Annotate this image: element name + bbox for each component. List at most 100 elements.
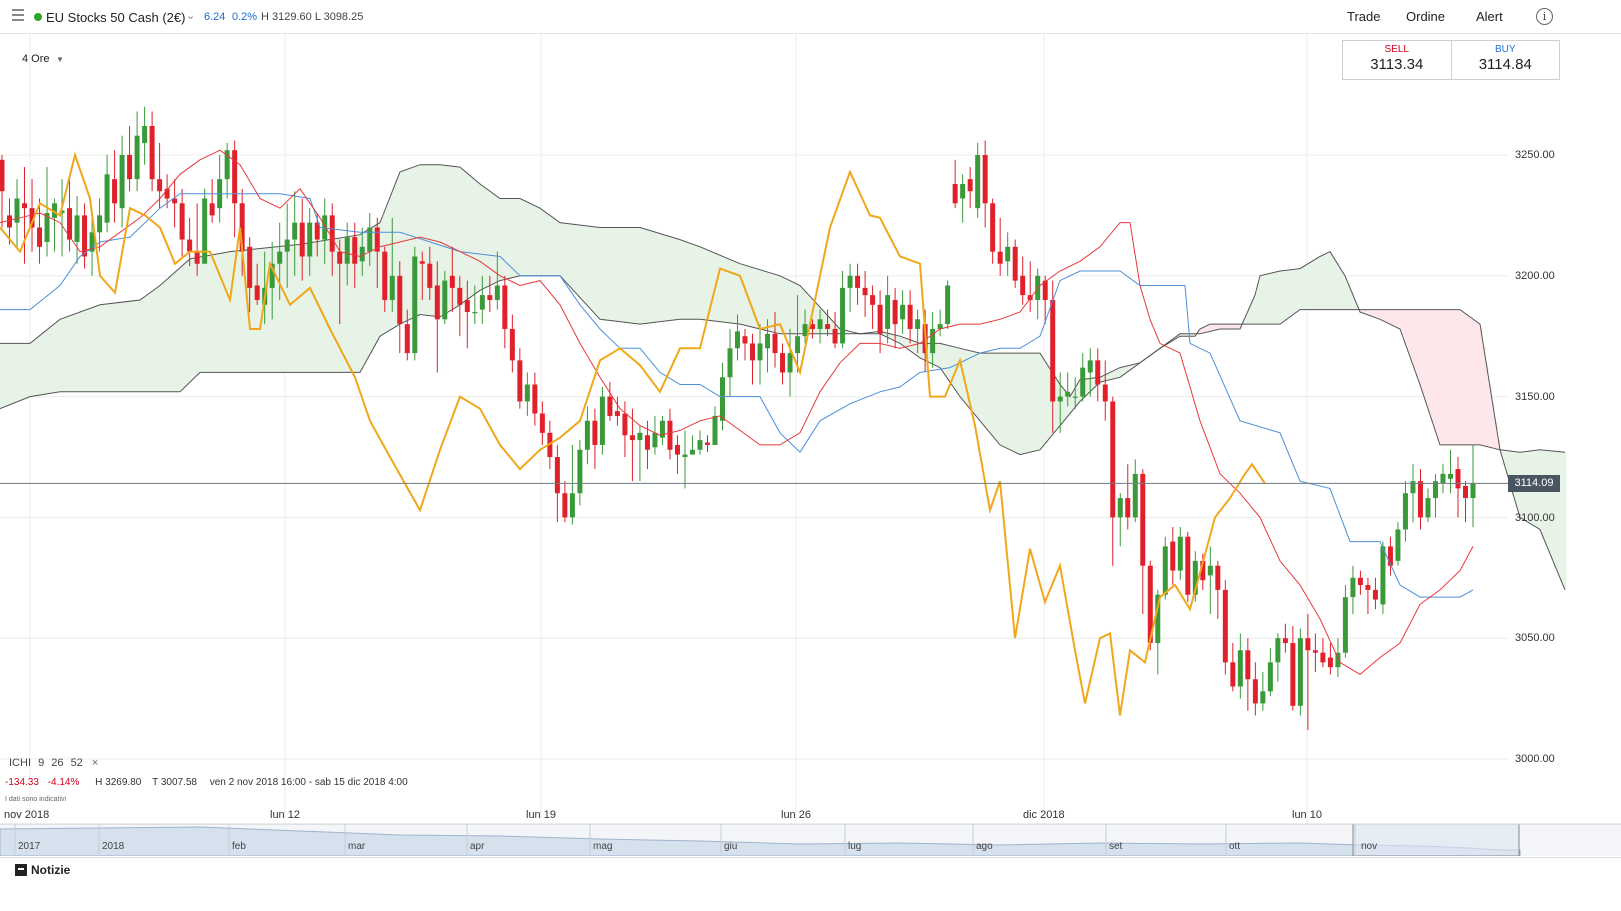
cloud-segment [102,304,106,392]
cloud-segment [1257,281,1261,325]
candle-body [1057,396,1063,402]
candle-body [1432,481,1438,499]
period-high: H 3269.80 [95,777,142,788]
cloud-segment [366,230,370,359]
cloud-segment [654,232,658,323]
cloud-segment [198,257,202,373]
candle-body [22,203,28,209]
cloud-segment [501,198,505,281]
cloud-segment [636,227,640,324]
candle-body [479,295,485,310]
candle-body [1162,546,1168,595]
cloud-segment [543,211,547,276]
trade-button[interactable]: Trade [1347,9,1381,24]
chevron-down-icon[interactable]: ⌄ [186,10,196,22]
candle-body [389,275,395,300]
cloud-segment [15,343,19,403]
cloud-segment [294,244,298,373]
cloud-segment [1422,309,1426,396]
candle-body [1215,565,1221,590]
cloud-segment [942,344,946,373]
ordine-button[interactable]: Ordine [1406,9,1446,24]
buy-label: BUY [1494,44,1516,55]
candle-body [1155,594,1161,644]
cloud-segment [1011,353,1015,451]
candle-body [1050,299,1056,402]
cloud-segment [870,332,874,334]
cloud-segment [297,244,301,373]
candle-body [1267,662,1273,692]
close-icon[interactable]: × [91,757,99,769]
cloud-segment [753,268,757,328]
market-status-dot [34,13,42,21]
candle-body [1245,650,1251,680]
candle-body [404,324,410,354]
cloud-segment [693,244,697,320]
date-axis-label: lun 26 [781,809,811,821]
price-axis-label: 3250.00 [1515,149,1555,161]
cloud-segment [1503,450,1507,465]
cloud-segment [822,311,826,334]
buy-button[interactable]: BUY 3114.84 [1450,41,1560,79]
candle-body [614,411,620,416]
cloud-segment [66,316,70,392]
cloud-segment [1008,353,1012,450]
cloud-segment [132,300,136,392]
candle-body [1125,498,1131,518]
price-change-pct: 0.2% [232,11,258,23]
cloud-segment [1065,392,1069,418]
cloud-segment [624,227,628,323]
cloud-segment [1266,273,1270,325]
cloud-segment [369,228,373,354]
news-bar[interactable]: Notizie [0,857,1621,883]
info-icon[interactable]: i [1536,8,1553,25]
range-navigator[interactable] [0,824,1621,856]
cloud-segment [537,207,541,276]
cloud-segment [1509,451,1513,486]
candle-body [502,285,508,329]
date-axis-label: lun 19 [526,809,556,821]
indicator-legend[interactable]: ICHI 9 26 52 × [9,757,98,769]
candle-body [1042,280,1048,300]
cloud-segment [939,343,943,369]
cloud-segment [141,298,145,392]
candle-body [1095,360,1101,385]
cloud-segment [789,280,793,334]
cloud-segment [189,258,193,382]
cloud-segment [945,345,949,378]
cloud-segment [531,204,535,276]
candle-body [1222,589,1228,663]
cloud-segment [1338,266,1342,310]
caret-down-icon[interactable]: ▼ [56,55,64,64]
candle-body [1065,391,1071,397]
cloud-segment [933,343,937,365]
cloud-segment [1299,268,1303,310]
hamburger-menu-icon[interactable] [12,9,24,21]
cloud-segment [630,227,634,324]
candle-body [704,442,710,445]
candle-body [142,126,148,143]
cloud-segment [1131,364,1135,369]
candle-body [89,232,95,252]
price-chart[interactable] [0,33,1621,824]
candle-body [442,280,448,320]
cloud-segment [1071,392,1075,411]
navigator-selection[interactable] [1352,824,1520,856]
cloud-segment [1362,309,1366,314]
cloud-segment [549,215,553,276]
cloud-segment [612,227,616,321]
cloud-segment [228,251,232,373]
timeframe-selector[interactable]: 4 Ore [22,53,50,65]
cloud-segment [1239,324,1243,328]
cloud-segment [180,266,184,391]
alert-button[interactable]: Alert [1476,9,1503,24]
candle-body [1207,565,1213,576]
cloud-segment [162,282,166,392]
candle-body [1447,473,1453,479]
cloud-segment [1374,309,1378,318]
cloud-segment [666,235,670,321]
cloud-segment [1062,388,1066,422]
instrument-name[interactable]: EU Stocks 50 Cash (2€) [46,10,186,25]
sell-button[interactable]: SELL 3113.34 [1343,41,1451,79]
candle-body [629,435,635,441]
